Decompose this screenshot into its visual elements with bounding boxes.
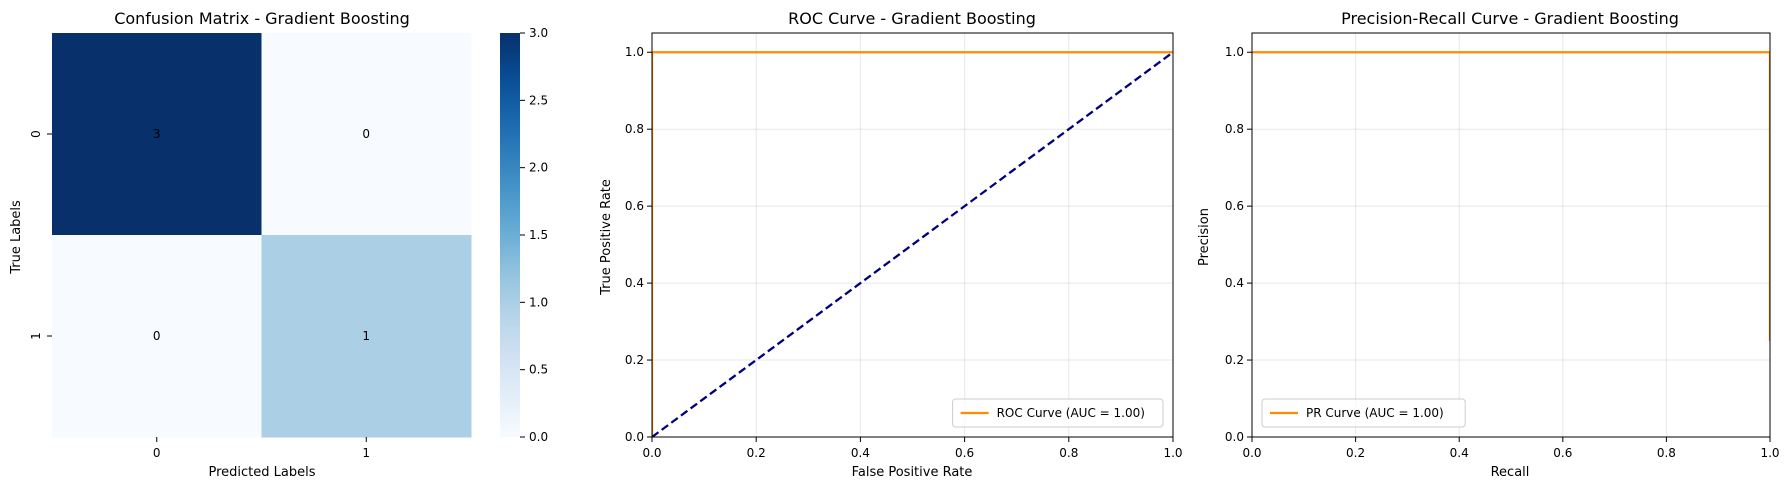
roc-title: ROC Curve - Gradient Boosting	[788, 9, 1036, 28]
x-tick-label: 0	[153, 446, 161, 460]
colorbar-gradient-bar	[500, 33, 520, 437]
x-tick-label: 0.4	[1450, 446, 1469, 460]
colorbar-tick-label: 2.5	[529, 93, 548, 107]
plot-frame	[1251, 32, 1771, 438]
confusion-matrix-chart: Confusion Matrix - Gradient Boosting 3 0 0…	[9, 9, 548, 480]
x-tick-label: 1	[362, 446, 370, 460]
plot-frame	[651, 32, 1174, 438]
x-tick-label: 0.2	[1346, 446, 1365, 460]
heatmap-cell	[261, 235, 472, 438]
x-tick-label: 0.0	[1242, 446, 1261, 460]
x-tick-label: 0.8	[1059, 446, 1078, 460]
confusion-matrix-title: Confusion Matrix - Gradient Boosting	[114, 9, 410, 28]
y-tick-label: 0.4	[1225, 276, 1244, 290]
colorbar-tick-label: 2.0	[529, 161, 548, 175]
confusion-matrix-ylabel: True Labels	[9, 200, 24, 275]
roc-ylabel: True Positive Rate	[599, 179, 614, 296]
heatmap-cell-label: 1	[362, 329, 370, 343]
colorbar: 0.0 0.5 1.0 1.5 2.0 2.5 3.0	[500, 26, 548, 444]
y-tick-label: 1.0	[625, 45, 644, 59]
series-line-0	[1252, 51, 1770, 341]
legend-label: ROC Curve (AUC = 1.00)	[997, 406, 1145, 420]
legend-box	[952, 398, 1164, 428]
y-tick-label: 0.2	[625, 353, 644, 367]
heatmap-cell-label: 3	[153, 127, 161, 141]
colorbar-tick-label: 0.5	[529, 363, 548, 377]
confusion-matrix-cells: 3 0 0 1 0 1 0 1	[29, 33, 472, 460]
legend-label: PR Curve (AUC = 1.00)	[1306, 406, 1444, 420]
x-tick-label: 0.2	[747, 446, 766, 460]
roc-curve-chart: ROC Curve - Gradient Boosting False Posi…	[599, 9, 1183, 480]
y-tick-label: 0.0	[1225, 430, 1244, 444]
y-tick-label: 0.6	[625, 199, 644, 213]
y-tick-label: 0.8	[625, 122, 644, 136]
y-tick-label: 0.6	[1225, 199, 1244, 213]
pr-title: Precision-Recall Curve - Gradient Boosti…	[1341, 9, 1679, 28]
y-tick-label: 0.2	[1225, 353, 1244, 367]
heatmap-cell	[52, 33, 262, 236]
plot-area	[1252, 33, 1770, 437]
colorbar-tick-label: 1.0	[529, 295, 548, 309]
y-tick-label: 0	[29, 130, 43, 138]
colorbar-tick-label: 1.5	[529, 228, 548, 242]
y-tick-label: 1.0	[1225, 45, 1244, 59]
y-tick-label: 0.8	[1225, 122, 1244, 136]
y-tick-label: 0.0	[625, 430, 644, 444]
heatmap-cell	[261, 33, 472, 236]
pr-ylabel: Precision	[1197, 208, 1212, 266]
heatmap-cell-label: 0	[153, 329, 161, 343]
heatmap-cell	[52, 235, 262, 438]
series-line-0	[652, 51, 1173, 437]
y-tick-label: 1	[29, 332, 43, 340]
x-tick-label: 0.6	[955, 446, 974, 460]
confusion-matrix-xlabel: Predicted Labels	[208, 465, 315, 480]
x-tick-label: 1.0	[1163, 446, 1182, 460]
plot-area	[652, 33, 1173, 437]
heatmap-cell-label: 0	[362, 127, 370, 141]
x-tick-label: 0.4	[851, 446, 870, 460]
y-tick-label: 0.4	[625, 276, 644, 290]
legend-box	[1261, 398, 1466, 428]
x-tick-label: 0.0	[642, 446, 661, 460]
pr-curve-chart: Precision-Recall Curve - Gradient Boosti…	[1197, 9, 1780, 480]
x-tick-label: 0.8	[1657, 446, 1676, 460]
x-tick-label: 0.6	[1553, 446, 1572, 460]
roc-xlabel: False Positive Rate	[852, 465, 973, 480]
colorbar-tick-label: 0.0	[529, 430, 548, 444]
x-tick-label: 1.0	[1760, 446, 1779, 460]
pr-xlabel: Recall	[1491, 465, 1530, 480]
colorbar-tick-label: 3.0	[529, 26, 548, 40]
